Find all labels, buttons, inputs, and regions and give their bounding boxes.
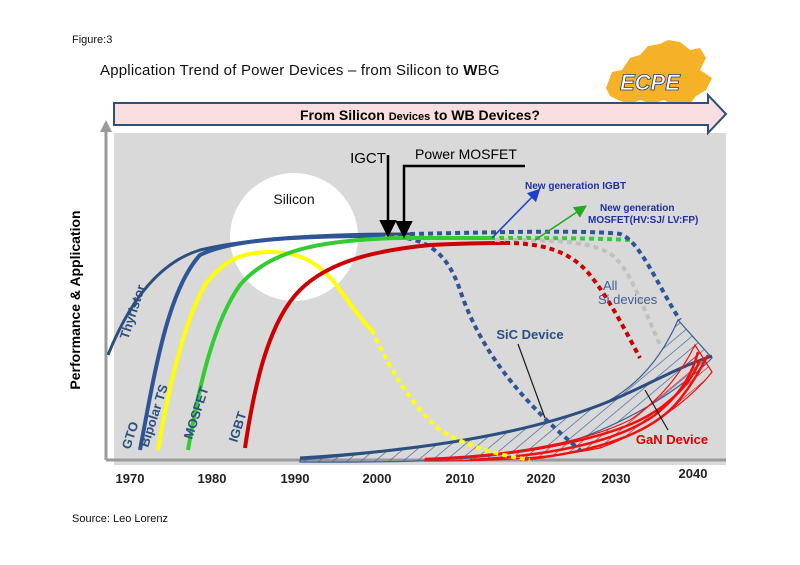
x-tick-1970: 1970	[116, 471, 145, 486]
thyristor-dotted-extension	[409, 229, 682, 322]
x-tick-2010: 2010	[446, 471, 475, 486]
new-mosfet-arrow	[534, 205, 587, 241]
x-tick-2040: 2040	[679, 466, 708, 481]
all-si-dotted-curve	[494, 238, 662, 346]
title-part3: BG	[477, 62, 500, 79]
figure-label: Figure:3	[72, 34, 113, 46]
igbt-dotted-decline	[504, 241, 642, 359]
x-tick-labels: 1970 1980 1990 2000 2010 2020 2030 2040	[116, 466, 708, 486]
igct-label: IGCT	[350, 150, 386, 167]
bipolar-ts-curve	[156, 249, 374, 451]
new-igbt-label: New generation IGBT	[525, 181, 626, 192]
mosfet-dotted-extension	[489, 236, 633, 242]
gan-device-label: GaN Device	[636, 432, 708, 447]
mosfet-curve	[186, 235, 490, 451]
x-tick-2030: 2030	[602, 471, 631, 486]
new-mosfet-label-line1: New generation	[600, 203, 674, 214]
x-tick-1990: 1990	[281, 471, 310, 486]
all-si-label-line1: All	[603, 278, 618, 293]
sic-upper-curve	[299, 354, 713, 460]
gan-curve-3	[519, 354, 710, 462]
bipolar-ts-dotted-decline	[370, 329, 531, 462]
ecpe-logo: ECPE	[606, 40, 712, 106]
silicon-label: Silicon	[273, 191, 314, 207]
y-axis-label: Performance & Application	[67, 210, 83, 389]
gto-curve	[138, 234, 381, 451]
title-part2: W	[463, 62, 478, 79]
page-title: Application Trend of Power Devices – fro…	[100, 62, 500, 79]
gto-dotted-decline	[379, 234, 582, 452]
x-tick-1980: 1980	[198, 471, 227, 486]
igbt-curve	[243, 241, 506, 449]
gan-curve-2	[469, 351, 700, 462]
power-mosfet-label: Power MOSFET	[415, 146, 517, 162]
y-axis-arrowhead	[100, 120, 112, 132]
gan-pointer	[644, 389, 669, 431]
new-igbt-arrow	[491, 188, 541, 239]
x-tick-2020: 2020	[527, 471, 556, 486]
banner-text: From Silicon Devices to WB Devices?	[300, 107, 540, 123]
gan-hatched-region	[424, 343, 713, 462]
all-si-label-line2: Si devices	[598, 292, 658, 307]
logo-text: ECPE	[620, 70, 681, 95]
sic-device-label: SiC Device	[496, 327, 563, 342]
power-mosfet-pointer	[395, 164, 525, 239]
source-label: Source: Leo Lorenz	[72, 513, 169, 525]
new-mosfet-label-line2: MOSFET(HV:SJ/ LV:FP)	[588, 215, 698, 226]
title-part1: Application Trend of Power Devices – fro…	[100, 62, 464, 79]
x-tick-2000: 2000	[363, 471, 392, 486]
banner-arrow	[113, 92, 728, 136]
sic-pointer	[517, 343, 546, 419]
